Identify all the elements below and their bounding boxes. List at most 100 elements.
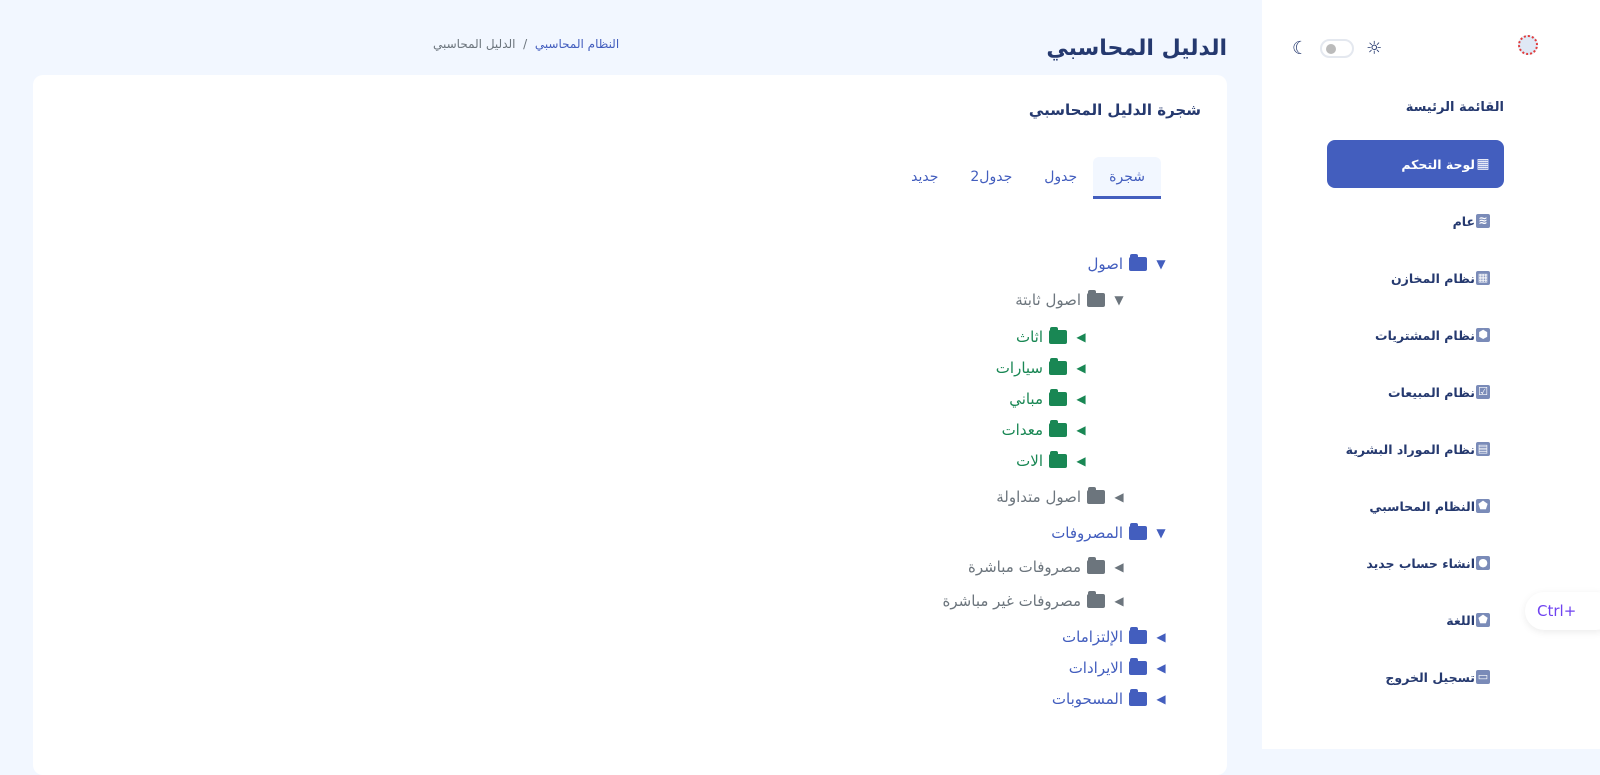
folder-icon: [1049, 389, 1067, 406]
grid-icon: ▦: [1476, 271, 1490, 285]
page-title: الدليل المحاسبي: [1046, 36, 1227, 61]
caret-down-icon[interactable]: ▼: [1156, 526, 1166, 540]
sidebar-item[interactable]: تسجيل الخروج ▭: [1327, 653, 1504, 701]
tree-node-label: المسحوبات: [1051, 690, 1123, 708]
caret-left-icon[interactable]: ◀: [1156, 630, 1166, 644]
sidebar-item[interactable]: نظام المبيعات ☑: [1327, 368, 1504, 416]
tree-node[interactable]: ◀ مصروفات غير مباشرة: [943, 590, 1127, 612]
folder-icon: [1087, 591, 1105, 608]
folder-icon: [1087, 290, 1105, 307]
sidebar-item[interactable]: لوحة التحكم ▦: [1327, 140, 1504, 188]
caret-left-icon[interactable]: ◀: [1076, 361, 1086, 375]
tab-new[interactable]: جديد: [911, 169, 939, 185]
folder-icon: [1049, 420, 1067, 437]
caret-left-icon[interactable]: ◀: [1076, 392, 1086, 406]
sidebar-menu: لوحة التحكم ▦ عام ≋ نظام المخازن ▦ نظام المشتر…: [1327, 140, 1504, 710]
sidebar-item-label: نظام المبيعات: [1388, 384, 1475, 400]
sidebar-item[interactable]: اللغة ⬟: [1327, 596, 1504, 644]
tab-table[interactable]: جدول: [1044, 169, 1078, 185]
tab-tree[interactable]: شجرة: [1093, 157, 1161, 199]
sidebar-item[interactable]: عام ≋: [1327, 197, 1504, 245]
breadcrumb-separator: /: [523, 37, 528, 51]
tree-node[interactable]: ◀ سيارات: [996, 357, 1089, 379]
caret-left-icon[interactable]: ◀: [1156, 661, 1166, 675]
folder-icon: [1129, 523, 1147, 540]
caret-left-icon[interactable]: ◀: [1114, 490, 1124, 504]
tree-node-label: الإلتزامات: [1062, 628, 1123, 646]
caret-left-icon[interactable]: ◀: [1114, 560, 1124, 574]
sidebar-item-label: نظام المخازن: [1390, 270, 1475, 286]
grid-icon: ▦: [1476, 156, 1490, 172]
theme-toggle[interactable]: [1320, 39, 1355, 58]
caret-left-icon[interactable]: ◀: [1156, 692, 1166, 706]
sidebar-item-label: اللغة: [1446, 612, 1475, 628]
tree-node[interactable]: ◀ معدات: [1002, 419, 1089, 441]
tree-node[interactable]: ▼ اصول ثابتة: [1015, 289, 1127, 311]
sidebar-item[interactable]: نظام المشتريات ⬢: [1327, 311, 1504, 359]
caret-down-icon[interactable]: ▼: [1156, 257, 1166, 271]
folder-icon: [1049, 358, 1067, 375]
tree-node[interactable]: ◀ مباني: [1009, 388, 1089, 410]
check-box-icon: ☑: [1476, 385, 1490, 399]
drop-icon: ●: [1476, 556, 1490, 570]
tab-table2[interactable]: جدول2: [970, 169, 1013, 185]
breadcrumb-link[interactable]: النظام المحاسبي: [534, 37, 620, 51]
folder-icon: [1087, 557, 1105, 574]
tree-node[interactable]: ◀ مصروفات مباشرة: [968, 556, 1127, 578]
sun-icon: ☼: [1366, 38, 1383, 59]
tree-card: شجرة الدليل المحاسبي شجرة جدول جدول2 جدي…: [33, 75, 1227, 775]
caret-left-icon[interactable]: ◀: [1076, 454, 1086, 468]
breadcrumb-current: الدليل المحاسبي: [433, 37, 516, 51]
layers-icon: ≋: [1476, 214, 1490, 228]
folder-icon: [1087, 487, 1105, 504]
pentagon-icon: ⬟: [1476, 613, 1490, 627]
caret-left-icon[interactable]: ◀: [1076, 423, 1086, 437]
spreadsheet-icon: ▤: [1476, 442, 1490, 456]
sidebar-item[interactable]: نظام المخازن ▦: [1327, 254, 1504, 302]
tree-node[interactable]: ◀ الات: [1016, 450, 1089, 472]
tree-node-label: اصول: [1087, 255, 1123, 273]
tree-node-label: الات: [1016, 452, 1043, 470]
sidebar-item-label: نظام المشتريات: [1375, 327, 1475, 343]
sidebar-item[interactable]: انشاء حساب جديد ●: [1327, 539, 1504, 587]
tree-node-label: مصروفات غير مباشرة: [942, 592, 1081, 610]
tree-node[interactable]: ◀ الايرادات: [1069, 657, 1169, 679]
tree-node-label: مباني: [1009, 390, 1043, 408]
folder-icon: [1049, 451, 1067, 468]
folder-icon: [1049, 327, 1067, 344]
theme-switcher: ☾ ☼: [1292, 38, 1382, 59]
sidebar-item-label: نظام الموراد البشرية: [1345, 441, 1475, 457]
tree-node-label: اصول ثابتة: [1015, 291, 1081, 309]
sidebar-item-label: عام: [1452, 213, 1475, 229]
tabs: شجرة جدول جدول2 جديد: [895, 157, 1161, 199]
sidebar-item[interactable]: نظام الموراد البشرية ▤: [1327, 425, 1504, 473]
tree-node[interactable]: ▼ اصول: [1087, 253, 1169, 275]
tree-node-label: اثاث: [1015, 328, 1043, 346]
pentagon-icon: ⬟: [1476, 499, 1490, 513]
tree-node-label: الايرادات: [1068, 659, 1123, 677]
cash-icon: ▭: [1476, 670, 1490, 684]
card-title: شجرة الدليل المحاسبي: [1028, 101, 1201, 119]
tree-node-label: اصول متداولة: [996, 488, 1081, 506]
breadcrumb: النظام المحاسبي / الدليل المحاسبي: [433, 37, 619, 51]
folder-icon: [1129, 658, 1147, 675]
shortcut-hint[interactable]: Ctrl+: [1525, 592, 1600, 630]
folder-icon: [1129, 254, 1147, 271]
tree-node[interactable]: ◀ الإلتزامات: [1062, 626, 1169, 648]
logo[interactable]: [1518, 35, 1538, 55]
folder-icon: [1129, 689, 1147, 706]
tree-node[interactable]: ▼ المصروفات: [1051, 522, 1169, 544]
sidebar-item[interactable]: النظام المحاسبي ⬟: [1327, 482, 1504, 530]
tree-node[interactable]: ◀ اثاث: [1016, 326, 1089, 348]
tree-node-label: سيارات: [995, 359, 1043, 377]
tree-node-label: مصروفات مباشرة: [967, 558, 1081, 576]
tree-node[interactable]: ◀ المسحوبات: [1052, 688, 1169, 710]
caret-down-icon[interactable]: ▼: [1114, 293, 1124, 307]
caret-left-icon[interactable]: ◀: [1114, 594, 1124, 608]
menu-title: القائمة الرئيسة: [1405, 100, 1504, 115]
sidebar-item-label: تسجيل الخروج: [1385, 669, 1475, 685]
moon-icon: ☾: [1292, 38, 1309, 59]
tree-node[interactable]: ◀ اصول متداولة: [996, 486, 1127, 508]
caret-left-icon[interactable]: ◀: [1076, 330, 1086, 344]
hexagon-icon: ⬢: [1476, 328, 1490, 342]
